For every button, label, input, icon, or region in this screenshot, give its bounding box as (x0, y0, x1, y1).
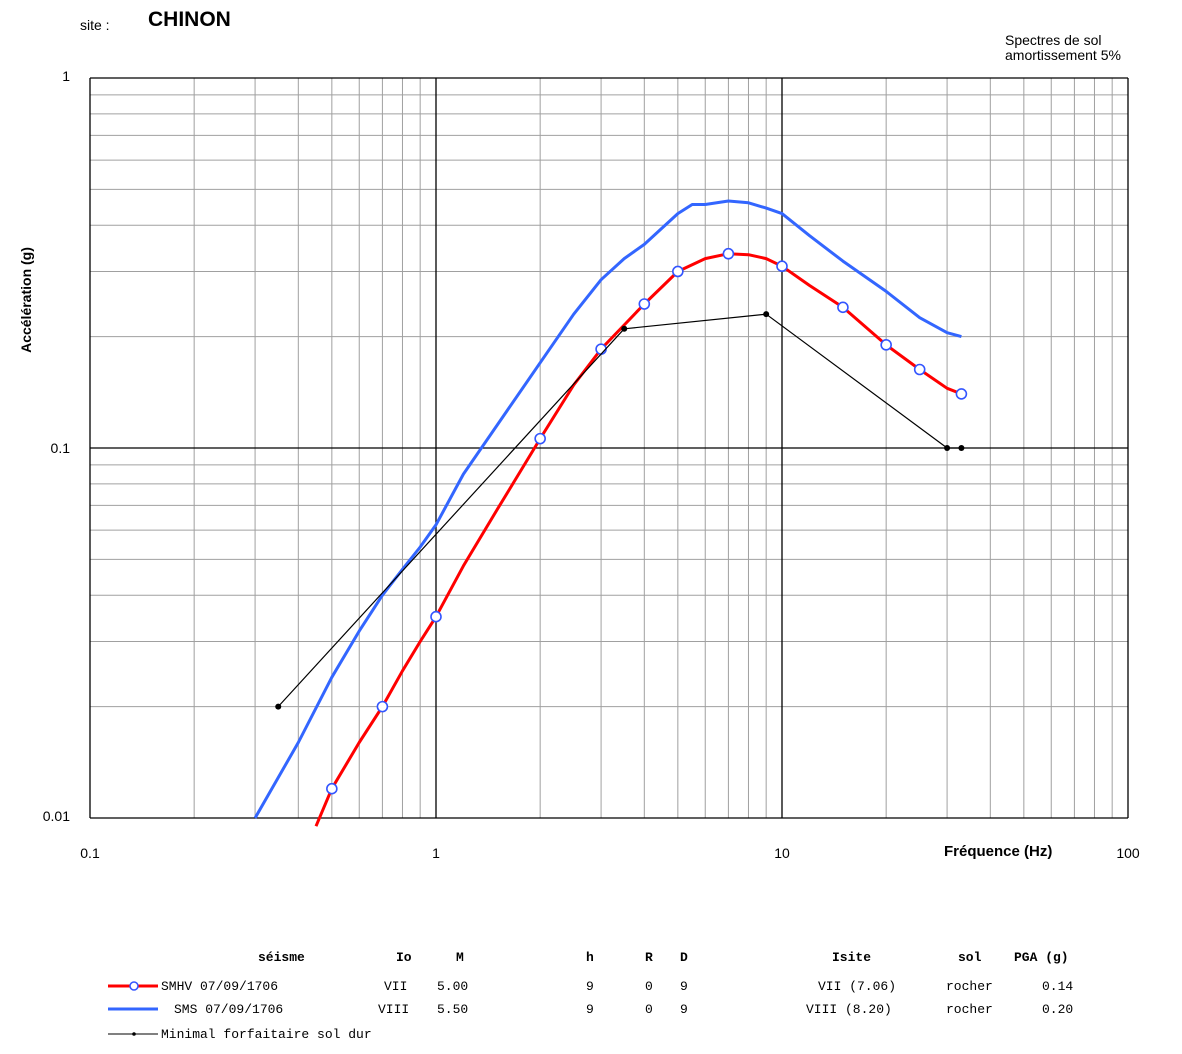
col-header-seisme: séisme (258, 950, 305, 965)
legend-marker-minimal (132, 1032, 136, 1036)
y-tick-label: 1 (62, 68, 70, 84)
site-label: site : (80, 17, 110, 33)
row2-io: VIII (378, 1002, 410, 1017)
series-marker-0 (595, 343, 607, 355)
row1-r: 0 (645, 979, 653, 994)
col-header-m: M (456, 950, 464, 965)
col-header-sol: sol (958, 950, 982, 965)
col-header-r: R (645, 950, 653, 965)
row1-pga: 0.14 (1042, 979, 1074, 994)
col-header-h: h (586, 950, 594, 965)
x-tick-label: 0.1 (80, 845, 100, 861)
legend-swatches (108, 981, 158, 1036)
series-line-2 (277, 313, 962, 708)
row2-seisme: SMS 07/09/1706 (174, 1002, 284, 1017)
chart-grid (89, 77, 1129, 819)
chart-note: Spectres de sol amortissement 5% (1005, 33, 1121, 63)
series-marker-0 (430, 610, 442, 623)
series-line-0 (314, 252, 962, 827)
x-tick-label: 1 (432, 845, 440, 861)
row2-isite: VIII (8.20) (806, 1002, 892, 1017)
series-marker-2 (621, 325, 628, 332)
note-line-2: amortissement 5% (1005, 47, 1121, 63)
row1-d: 9 (680, 979, 688, 994)
x-tick-label: 100 (1116, 845, 1140, 861)
series-marker-0 (913, 363, 926, 376)
y-tick-label: 0.01 (42, 808, 70, 824)
row2-r: 0 (645, 1002, 653, 1017)
row2-sol: rocher (946, 1002, 993, 1017)
series-marker-0 (880, 339, 892, 351)
series-marker-2 (958, 445, 965, 451)
row3-minimal-label: Minimal forfaitaire sol dur (161, 1027, 372, 1042)
note-line-1: Spectres de sol (1005, 32, 1102, 48)
col-header-d: D (680, 950, 688, 965)
col-header-io: Io (396, 950, 412, 965)
site-name: CHINON (148, 8, 231, 31)
series-marker-0 (534, 432, 546, 445)
row1-isite: VII (7.06) (818, 979, 897, 994)
row2-pga: 0.20 (1042, 1002, 1074, 1017)
series-marker-2 (944, 445, 951, 451)
series-marker-0 (776, 260, 788, 272)
series-line-1 (253, 199, 962, 819)
series-marker-0 (722, 247, 735, 260)
series-marker-0 (376, 700, 389, 713)
x-axis-label: Fréquence (Hz) (944, 843, 1053, 860)
row1-sol: rocher (946, 979, 993, 994)
series-marker-0 (955, 388, 968, 400)
y-tick-label: 0.1 (50, 440, 70, 456)
row1-m: 5.00 (437, 979, 469, 994)
x-tick-label: 10 (774, 845, 790, 861)
row2-h: 9 (586, 1002, 594, 1017)
legend-marker-smhv (129, 981, 139, 991)
row2-m: 5.50 (437, 1002, 469, 1017)
row2-d: 9 (680, 1002, 688, 1017)
chart-series (253, 199, 968, 827)
series-marker-2 (763, 311, 770, 318)
series-marker-0 (672, 265, 684, 278)
series-marker-0 (326, 782, 338, 795)
row1-io: VII (384, 979, 408, 994)
row1-seisme: SMHV 07/09/1706 (161, 979, 279, 994)
series-marker-0 (638, 298, 651, 310)
col-header-pga: PGA (g) (1014, 950, 1069, 965)
col-header-isite: Isite (832, 950, 872, 965)
series-marker-2 (275, 703, 282, 710)
series-marker-0 (837, 301, 849, 314)
row1-h: 9 (586, 979, 594, 994)
